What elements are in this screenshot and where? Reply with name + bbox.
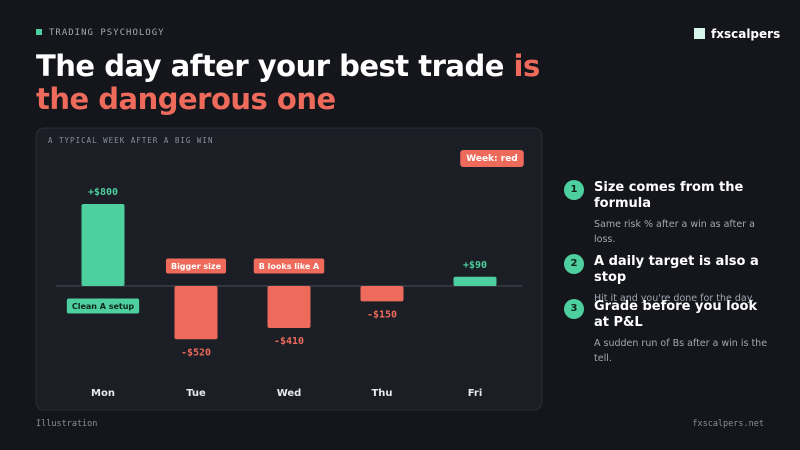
tip: 1 Size comes from the formula Same risk % … [564, 180, 774, 247]
tip-body: A sudden run of Bs after a win is the te… [594, 338, 768, 364]
tip-body: Hit it and you're done for the day. [594, 293, 754, 304]
bar [174, 286, 218, 340]
tip: 2 A daily target is also a stop Hit it and… [564, 254, 774, 306]
tip-number: 2 [564, 254, 584, 274]
x-tick-label: Mon [91, 388, 115, 399]
x-tick-label: Wed [277, 388, 302, 399]
eyebrow-dot [36, 29, 42, 35]
brand: fxscalpers [694, 27, 780, 41]
annotation-text: B looks like A [259, 262, 320, 271]
week-badge [460, 150, 524, 167]
tip-title: A daily target is also a stop [594, 254, 759, 285]
x-tick-label: Tue [186, 388, 206, 399]
chart-subtitle: A TYPICAL WEEK AFTER A BIG WIN [48, 136, 213, 145]
value-label: -$150 [367, 309, 397, 320]
bar [267, 286, 311, 329]
bar [81, 204, 125, 286]
annotation-text: Bigger size [171, 262, 222, 271]
bar [360, 286, 404, 302]
title-highlight: is the dangerous one [36, 49, 540, 116]
eyebrow: TRADING PSYCHOLOGY [36, 28, 165, 38]
eyebrow-text: TRADING PSYCHOLOGY [49, 28, 165, 38]
x-tick-label: Thu [371, 388, 392, 399]
tip: 3 Grade before you look at P&L A sudden ru… [564, 299, 774, 366]
bar [453, 276, 497, 286]
annotation-badge [253, 258, 325, 274]
annotation-badge [66, 298, 140, 314]
brand-text: fxscalpers [711, 27, 781, 41]
tip-title: Size comes from the formula [594, 180, 744, 211]
title-main: The day after your best trade [36, 49, 504, 83]
annotation-badge [165, 258, 227, 274]
tip-body: Same risk % after a win as after a loss. [594, 219, 755, 245]
annotation-text: Clean A setup [72, 302, 135, 311]
tip-number: 1 [564, 180, 584, 200]
value-label: -$520 [181, 347, 211, 358]
x-tick-label: Fri [468, 388, 483, 399]
tip-number: 3 [564, 299, 584, 319]
value-label: -$410 [274, 336, 304, 347]
title: The day after your best trade is the dan… [36, 50, 576, 116]
week-badge-text: Week: red [466, 154, 518, 164]
brand-icon [694, 28, 705, 39]
footer-right: fxscalpers.net [692, 419, 764, 429]
tip-title: Grade before you look at P&L [594, 299, 758, 330]
value-label: +$90 [463, 260, 487, 271]
value-label: +$800 [88, 187, 118, 198]
footer-left: Illustration [36, 419, 98, 429]
